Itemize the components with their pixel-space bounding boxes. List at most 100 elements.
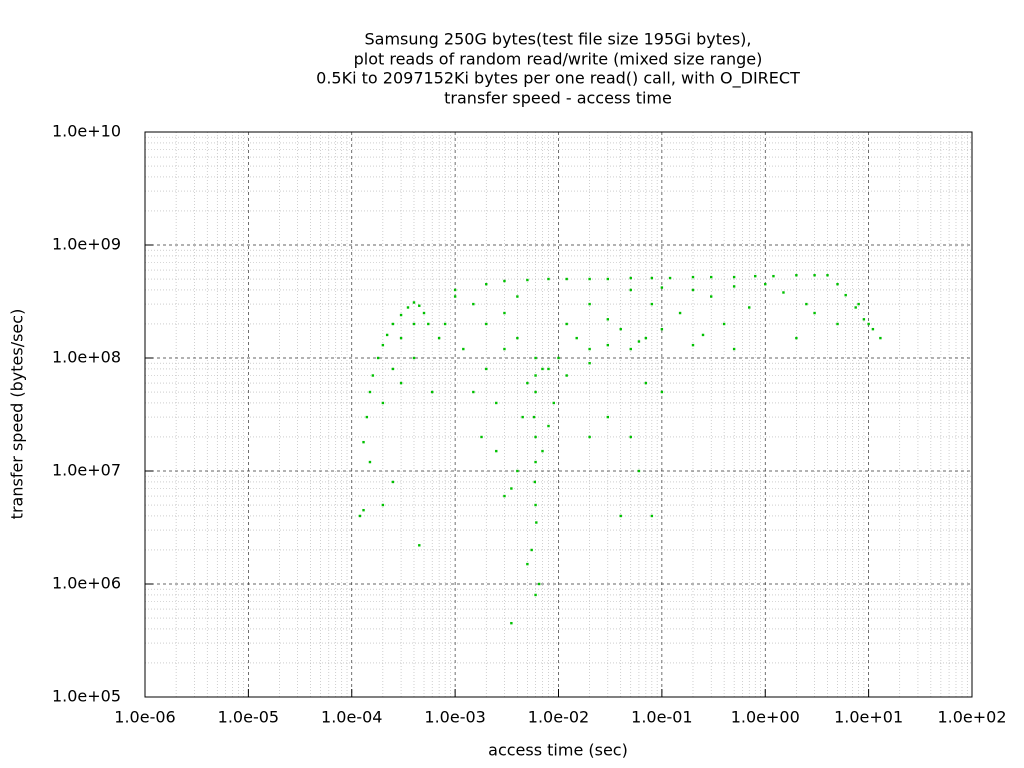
point xyxy=(678,311,682,315)
point xyxy=(588,347,591,351)
point xyxy=(813,311,816,315)
point xyxy=(541,449,544,453)
point xyxy=(836,282,839,286)
point xyxy=(510,487,513,490)
point xyxy=(412,301,416,304)
point xyxy=(516,469,519,473)
point xyxy=(503,279,506,283)
y-tick-label: 1.0e+05 xyxy=(52,687,121,706)
chart-title: Samsung 250G bytes(test file size 195Gi … xyxy=(365,30,752,49)
point xyxy=(534,593,537,597)
point xyxy=(701,333,705,337)
chart-title: 0.5Ki to 2097152Ki bytes per one read() … xyxy=(316,69,800,89)
point xyxy=(437,336,441,340)
point xyxy=(443,322,447,326)
point xyxy=(391,480,395,484)
point xyxy=(547,277,550,281)
point xyxy=(660,390,664,394)
point xyxy=(381,401,385,405)
point xyxy=(606,318,610,321)
point xyxy=(533,480,537,484)
point xyxy=(391,322,395,326)
point xyxy=(629,288,632,292)
point xyxy=(472,302,475,306)
point xyxy=(795,274,798,277)
point xyxy=(709,275,713,279)
point xyxy=(368,390,372,394)
point xyxy=(629,347,632,351)
point xyxy=(813,274,816,277)
point xyxy=(650,302,654,306)
point xyxy=(399,381,403,385)
x-tick-label: 1.0e-04 xyxy=(321,708,382,727)
y-tick-label: 1.0e+10 xyxy=(52,122,121,141)
point xyxy=(385,333,389,337)
point xyxy=(537,582,541,586)
point xyxy=(575,336,578,340)
point xyxy=(495,401,498,405)
x-tick-label: 1.0e-06 xyxy=(114,708,175,727)
point xyxy=(376,356,380,360)
point xyxy=(606,277,610,281)
point xyxy=(485,322,488,326)
point xyxy=(619,327,622,331)
point xyxy=(516,336,519,340)
point xyxy=(381,503,385,507)
point xyxy=(565,322,568,326)
x-tick-label: 1.0e-02 xyxy=(528,708,589,727)
point xyxy=(534,460,537,464)
point xyxy=(516,295,519,298)
point xyxy=(430,390,434,394)
point xyxy=(547,424,550,428)
point xyxy=(748,306,751,309)
point xyxy=(521,415,524,419)
point xyxy=(462,347,465,351)
point xyxy=(629,435,632,439)
point xyxy=(418,304,421,307)
point xyxy=(534,435,537,439)
point xyxy=(399,336,403,340)
x-tick-label: 1.0e-05 xyxy=(218,708,279,727)
point xyxy=(709,295,713,298)
point xyxy=(668,276,672,280)
point xyxy=(588,302,591,306)
point xyxy=(371,374,375,377)
point xyxy=(503,311,506,315)
point xyxy=(418,544,421,547)
point xyxy=(526,562,529,566)
chart-title: plot reads of random read/write (mixed s… xyxy=(354,50,763,69)
point xyxy=(503,347,506,351)
point xyxy=(650,276,654,280)
point xyxy=(588,435,591,439)
point xyxy=(391,367,395,371)
point xyxy=(534,390,537,394)
point xyxy=(857,302,860,306)
y-tick-label: 1.0e+09 xyxy=(52,235,121,254)
point xyxy=(644,381,648,385)
point xyxy=(826,274,829,277)
point xyxy=(606,343,610,347)
point xyxy=(557,356,560,360)
point xyxy=(732,275,736,279)
point xyxy=(637,340,641,343)
point xyxy=(795,336,798,340)
point xyxy=(362,440,365,444)
point xyxy=(472,390,475,394)
point xyxy=(836,322,839,326)
point xyxy=(854,306,857,309)
point xyxy=(844,293,847,297)
point xyxy=(362,508,365,512)
point xyxy=(399,313,403,317)
point xyxy=(606,415,610,419)
point xyxy=(547,367,550,371)
plot-frame xyxy=(144,131,973,698)
x-tick-label: 1.0e+01 xyxy=(834,708,903,727)
point xyxy=(782,291,785,294)
point xyxy=(879,336,882,340)
point xyxy=(660,286,664,289)
point xyxy=(526,278,529,282)
x-tick-label: 1.0e+02 xyxy=(937,708,1006,727)
point xyxy=(510,621,513,625)
